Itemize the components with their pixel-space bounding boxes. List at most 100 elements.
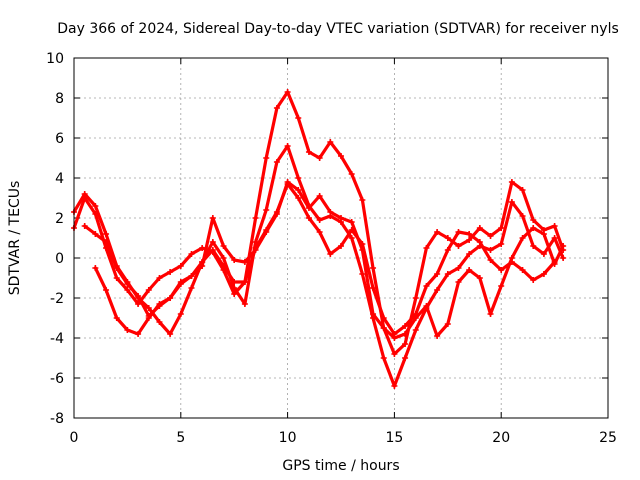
data-point [124,281,131,287]
data-point [103,287,110,293]
data-point [305,205,312,211]
data-point [145,313,152,319]
data-point [145,287,152,293]
data-point [519,213,526,219]
y-tick-label: -4 [50,331,64,347]
data-point [487,257,494,263]
data-point [380,355,387,361]
data-point [316,217,323,223]
data-point [519,235,526,241]
data-point [434,271,441,277]
data-point [370,285,377,291]
data-point [177,279,184,285]
data-point [412,315,419,321]
data-point [508,179,515,185]
data-point [466,237,473,243]
data-point [327,139,334,145]
data-point [402,355,409,361]
data-point [209,247,216,253]
data-point [508,255,515,261]
data-point [241,259,248,265]
x-tick-label: 25 [599,430,617,446]
data-point [220,263,227,269]
data-point [359,247,366,253]
data-point [560,255,567,261]
data-point [444,235,451,241]
data-point [466,251,473,257]
data-point [124,327,131,333]
y-tick-label: -6 [50,371,64,387]
data-point [476,275,483,281]
data-point [487,247,494,253]
data-point [113,275,120,281]
data-point [540,251,547,257]
data-point [167,331,174,337]
x-tick-label: 5 [176,430,185,446]
data-point [273,105,280,111]
data-point [348,219,355,225]
data-point [273,159,280,165]
y-tick-label: -8 [50,411,64,427]
data-point [391,383,398,389]
y-axis-label: SDTVAR / TECUs [7,181,23,296]
series-trace-2 [71,143,567,389]
data-point [519,187,526,193]
data-point [263,155,270,161]
data-point [466,231,473,237]
data-point [316,229,323,235]
data-point [284,179,291,185]
data-point [455,243,462,249]
y-tick-label: 4 [55,171,64,187]
data-point [209,239,216,245]
data-point [295,115,302,121]
data-point [444,321,451,327]
data-point [530,217,537,223]
data-point [156,275,163,281]
data-point [81,223,88,229]
data-point [519,267,526,273]
data-point [370,311,377,317]
data-point [423,283,430,289]
series-trace-4 [81,179,567,341]
data-point [145,305,152,311]
data-point [487,233,494,239]
data-point [156,303,163,309]
data-point [348,235,355,241]
data-point [252,215,259,221]
data-point [455,279,462,285]
data-point [455,265,462,271]
data-point [295,175,302,181]
data-point [348,171,355,177]
data-point [530,225,537,231]
data-point [199,245,206,251]
y-tick-label: 8 [55,91,64,107]
data-point [444,271,451,277]
data-point [466,267,473,273]
data-point [305,215,312,221]
data-point [177,263,184,269]
data-point [284,143,291,149]
data-point [135,293,142,299]
data-point [423,245,430,251]
data-point [551,223,558,229]
data-point [338,153,344,159]
data-point [540,231,547,237]
data-point [434,333,441,339]
data-point [81,191,88,197]
data-point [231,291,238,297]
y-tick-label: 6 [55,131,64,147]
data-point [135,331,142,337]
data-point [231,257,238,263]
data-point [560,243,567,249]
data-point [316,193,323,199]
data-point [316,155,323,161]
data-point [103,231,110,237]
data-point [508,199,515,205]
data-point [391,335,398,341]
data-point [327,209,334,215]
data-point [498,241,505,247]
data-point [199,263,206,269]
data-point [92,203,99,209]
data-point [434,229,441,235]
